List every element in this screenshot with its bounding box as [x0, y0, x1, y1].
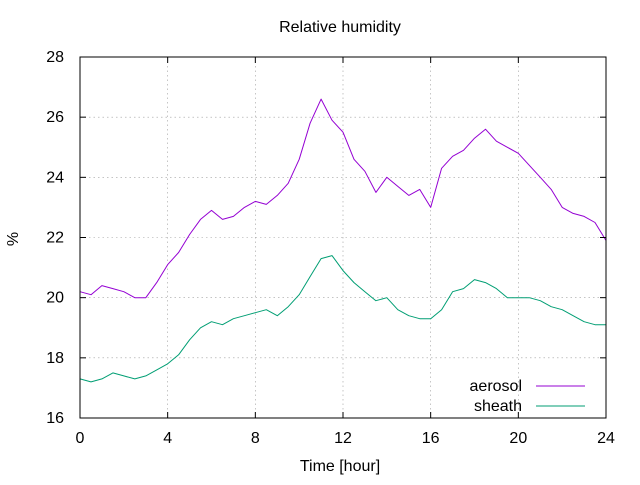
x-tick-label: 12 [334, 430, 352, 447]
x-tick-label: 16 [422, 430, 440, 447]
ticks-layer [79, 56, 607, 419]
x-tick-label: 0 [76, 430, 85, 447]
y-tick-label: 26 [46, 109, 64, 126]
y-axis-label: % [5, 232, 22, 246]
series-line-aerosol [79, 98, 607, 299]
labels-layer: 0 4 8 12 16 20 24 16 18 20 22 24 26 28 [46, 49, 615, 447]
x-tick-label: 4 [163, 430, 172, 447]
legend-label-aerosol: aerosol [470, 378, 522, 395]
x-axis-label: Time [hour] [300, 458, 380, 475]
chart-title: Relative humidity [279, 19, 401, 36]
series-layer [79, 98, 607, 383]
grid-layer [80, 57, 606, 418]
legend: aerosol sheath [470, 378, 585, 415]
x-tick-label: 8 [251, 430, 260, 447]
x-tick-label: 20 [509, 430, 527, 447]
legend-label-sheath: sheath [474, 398, 522, 415]
y-tick-label: 16 [46, 410, 64, 427]
y-tick-label: 24 [46, 169, 64, 186]
y-tick-label: 18 [46, 350, 64, 367]
y-tick-label: 20 [46, 290, 64, 307]
y-tick-label: 22 [46, 230, 64, 247]
x-tick-label: 24 [597, 430, 615, 447]
series-line-sheath [79, 255, 606, 383]
y-tick-label: 28 [46, 49, 64, 66]
